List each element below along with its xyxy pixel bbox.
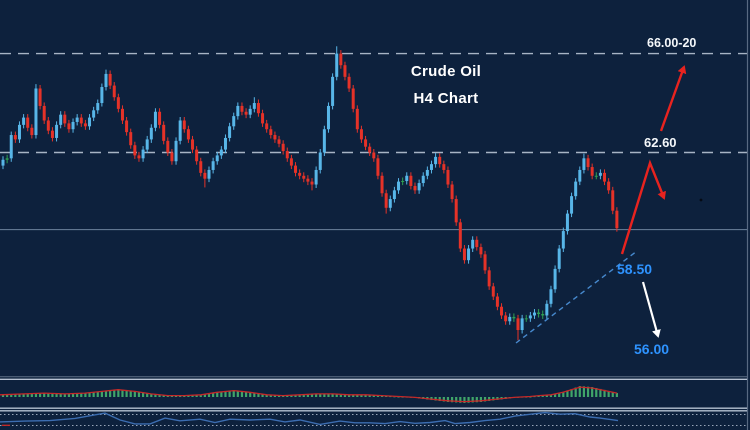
candles: [1, 46, 619, 341]
rally-pullback-arrow: [620, 159, 666, 255]
momentum-line: [0, 411, 619, 426]
chart-title-symbol: Crude Oil: [410, 63, 482, 80]
resistance-label: 62.60: [644, 135, 677, 150]
chart-title-timeframe: H4 Chart: [413, 90, 479, 107]
stray-dot: [699, 198, 703, 202]
support-trendline: [515, 250, 638, 344]
level-lines: [0, 52, 747, 154]
bearish-scenario-arrow: [641, 281, 661, 338]
resistance-zone-label: 66.00-20: [647, 36, 697, 50]
downside-target-label: 56.00: [634, 341, 670, 357]
oscillator-signal-line: [0, 386, 618, 403]
bullish-breakout-arrow: [659, 65, 687, 132]
support-label: 58.50: [617, 261, 653, 277]
